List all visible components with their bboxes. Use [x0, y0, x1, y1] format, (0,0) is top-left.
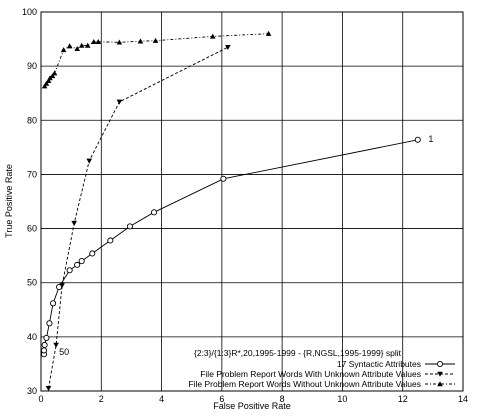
y-tick-label: 40 — [27, 332, 37, 342]
x-tick-label: 0 — [38, 394, 43, 404]
legend-label-syntactic: 17 Syntactic Attributes — [337, 359, 421, 369]
series-layer — [40, 30, 421, 392]
legend-label-without-unknown: File Problem Report Words Without Unknow… — [188, 379, 421, 389]
annotation-threshold-50: 50 — [59, 347, 69, 357]
data-point-with-unknown — [86, 158, 93, 164]
x-axis-label: False Positive Rate — [213, 401, 291, 411]
y-tick-label: 90 — [27, 61, 37, 71]
data-point-syntactic — [74, 261, 81, 268]
series-line-syntactic — [43, 139, 418, 355]
annotation-threshold-1: 1 — [428, 134, 433, 144]
x-tick-label: 8 — [280, 394, 285, 404]
data-point-without-unknown — [210, 33, 216, 39]
x-tick-label: 6 — [219, 394, 224, 404]
series-with-unknown — [45, 44, 231, 392]
data-point-without-unknown — [43, 80, 50, 86]
data-point-syntactic — [46, 320, 53, 327]
y-tick-label: 30 — [27, 386, 37, 396]
data-point-syntactic — [220, 175, 227, 182]
data-point-syntactic — [414, 136, 421, 143]
data-point-syntactic — [43, 334, 50, 341]
tick-labels: 0 2 4 6 8 10 12 14 30 40 50 60 70 80 90 100 — [22, 7, 468, 404]
legend-swatch-marker — [437, 381, 443, 387]
data-point-without-unknown — [265, 30, 272, 36]
data-point-without-unknown — [90, 38, 97, 45]
data-point-without-unknown — [116, 39, 123, 45]
y-tick-label: 50 — [27, 278, 37, 288]
data-point-syntactic — [107, 237, 114, 244]
y-tick-label: 70 — [27, 169, 37, 179]
y-tick-label: 60 — [27, 224, 37, 234]
series-syntactic — [40, 136, 421, 358]
data-point-without-unknown — [152, 37, 159, 43]
x-tick-label: 12 — [398, 394, 408, 404]
data-point-syntactic — [150, 209, 158, 216]
data-point-without-unknown — [95, 38, 102, 45]
data-point-without-unknown — [41, 83, 48, 89]
y-tick-label: 80 — [27, 115, 37, 125]
x-tick-label: 14 — [458, 394, 468, 404]
data-point-without-unknown — [137, 38, 144, 44]
y-axis-label: True Positive Rate — [4, 164, 14, 238]
data-point-syntactic — [89, 250, 96, 257]
grid-layer — [41, 12, 463, 391]
x-tick-label: 10 — [337, 394, 347, 404]
legend-swatch-marker — [436, 360, 444, 368]
legend: {2:3}/{1:3}R*,20,1995-1999 - {R,NGSL,199… — [188, 348, 455, 389]
data-point-without-unknown — [49, 73, 56, 79]
data-point-without-unknown — [66, 43, 73, 49]
legend-swatches — [425, 360, 455, 387]
data-point-syntactic — [66, 267, 73, 274]
data-point-without-unknown — [51, 70, 58, 76]
legend-title: {2:3}/{1:3}R*,20,1995-1999 - {R,NGSL,199… — [194, 348, 402, 358]
data-point-without-unknown — [84, 42, 91, 48]
data-point-without-unknown — [60, 47, 67, 53]
data-point-with-unknown — [225, 44, 231, 50]
legend-swatch-marker — [437, 371, 443, 377]
x-tick-label: 4 — [159, 394, 164, 404]
data-point-syntactic — [78, 258, 85, 265]
plot-frame — [40, 11, 464, 392]
legend-label-with-unknown: File Problem Report Words With Unknown A… — [200, 369, 421, 379]
y-tick-label: 100 — [22, 7, 37, 17]
data-point-without-unknown — [78, 42, 85, 48]
data-point-with-unknown — [53, 342, 59, 348]
series-without-unknown — [41, 30, 272, 89]
data-point-syntactic — [41, 341, 48, 349]
data-point-without-unknown — [45, 77, 52, 84]
data-point-syntactic — [50, 300, 57, 307]
data-point-with-unknown — [71, 220, 77, 226]
data-point-with-unknown — [45, 386, 52, 392]
x-tick-label: 2 — [99, 394, 104, 404]
data-point-without-unknown — [74, 46, 80, 52]
data-point-with-unknown — [59, 283, 65, 289]
data-point-syntactic — [40, 347, 48, 354]
data-point-with-unknown — [116, 99, 123, 105]
data-point-syntactic — [126, 223, 133, 230]
